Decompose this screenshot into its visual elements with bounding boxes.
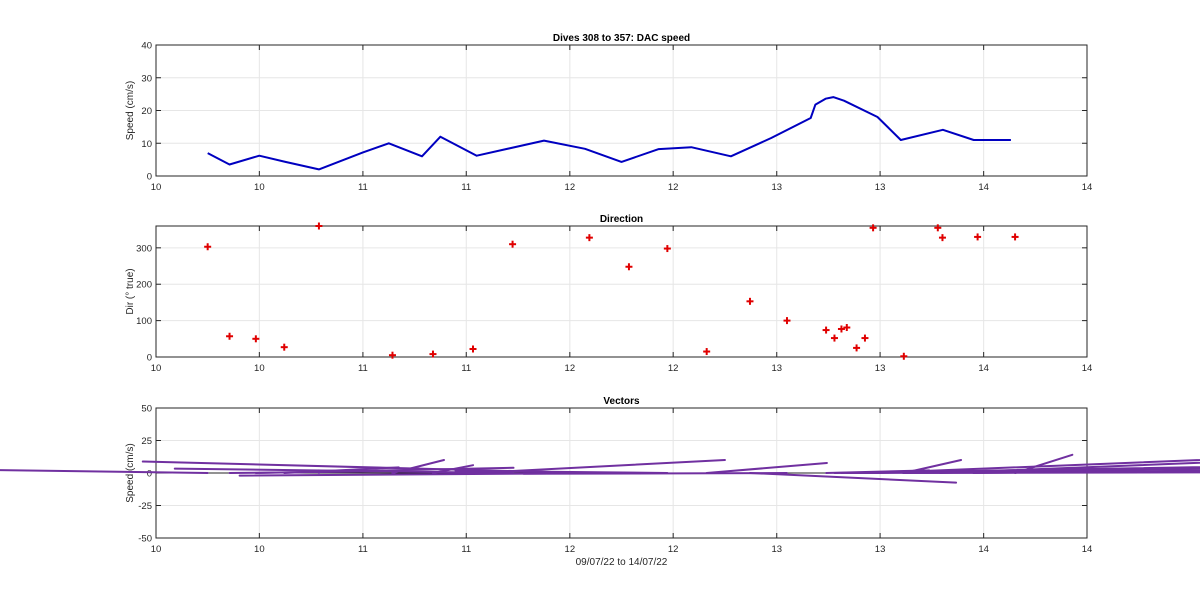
speed-xtick-label: 14 xyxy=(978,182,989,193)
direction-marker xyxy=(703,348,711,356)
direction-ylabel: Dir (° true) xyxy=(125,268,136,314)
vectors-xtick-label: 14 xyxy=(978,544,989,555)
vectors-vector-stick xyxy=(173,467,514,474)
vectors-vector-stick xyxy=(0,469,209,474)
vectors-vector-stick xyxy=(902,471,1200,474)
vectors-vector-stick xyxy=(748,472,958,484)
direction-xtick-label: 14 xyxy=(978,363,989,374)
direction-marker xyxy=(509,240,517,248)
vectors-xtick-label: 13 xyxy=(771,544,782,555)
direction-xtick-label: 12 xyxy=(668,363,679,374)
vectors-ytick-label: 25 xyxy=(141,436,152,447)
vectors-vector-stick xyxy=(522,472,788,475)
direction-marker xyxy=(1011,233,1019,241)
speed-ytick-label: 10 xyxy=(141,139,152,150)
speed-ytick-label: 0 xyxy=(147,172,152,183)
speed-xtick-label: 12 xyxy=(565,182,576,193)
vectors-ytick-label: 0 xyxy=(147,469,152,480)
direction-xtick-label: 10 xyxy=(151,363,162,374)
direction-title: Direction xyxy=(600,214,643,225)
vectors-vector-stick xyxy=(872,459,1200,474)
direction-marker xyxy=(746,297,754,305)
direction-marker xyxy=(843,324,851,332)
direction-marker xyxy=(830,334,838,342)
direction-ytick-label: 100 xyxy=(136,316,152,327)
direction-marker xyxy=(585,234,593,242)
vectors-ytick-label: -25 xyxy=(138,501,152,512)
direction-xtick-label: 13 xyxy=(771,363,782,374)
vectors-xlabel: 09/07/22 to 14/07/22 xyxy=(576,557,668,568)
speed-xtick-label: 11 xyxy=(358,182,368,193)
speed-xtick-label: 13 xyxy=(771,182,782,193)
vectors-xtick-label: 10 xyxy=(254,544,265,555)
direction-marker xyxy=(663,245,671,253)
direction-ytick-label: 0 xyxy=(147,353,152,364)
direction-ytick-label: 300 xyxy=(136,243,152,254)
vectors-xtick-label: 13 xyxy=(875,544,886,555)
direction-marker xyxy=(204,243,212,251)
vectors-vector-stick xyxy=(705,461,828,474)
speed-ytick-label: 20 xyxy=(141,106,152,117)
vectors-xtick-label: 11 xyxy=(358,544,368,555)
panel-vectors: 10 10 11 11 12 12 13 13 14 14 -50 -25 0 25 50 Vectors Sp… xyxy=(0,396,1200,568)
direction-xtick-label: 12 xyxy=(565,363,576,374)
speed-ytick-label: 40 xyxy=(141,41,152,52)
direction-marker xyxy=(974,233,982,241)
speed-ylabel: Speed (cm/s) xyxy=(125,81,136,140)
direction-marker xyxy=(429,350,437,358)
direction-marker xyxy=(252,335,260,343)
vectors-xtick-label: 10 xyxy=(151,544,162,555)
speed-series-line xyxy=(207,96,1011,171)
vectors-title: Vectors xyxy=(603,396,640,407)
direction-xtick-label: 10 xyxy=(254,363,265,374)
direction-ytick-label: 200 xyxy=(136,280,152,291)
vectors-xtick-label: 14 xyxy=(1082,544,1093,555)
vectors-ytick-label: 50 xyxy=(141,404,152,415)
direction-marker xyxy=(900,352,908,360)
direction-marker xyxy=(625,263,633,271)
vectors-xtick-label: 12 xyxy=(668,544,679,555)
vectors-vector-stick xyxy=(855,466,1200,474)
direction-xtick-label: 11 xyxy=(461,363,471,374)
vectors-ylabel: Speed (cm/s) xyxy=(125,443,136,502)
speed-title: Dives 308 to 357: DAC speed xyxy=(553,33,690,44)
speed-xtick-label: 13 xyxy=(875,182,886,193)
direction-axes-frame xyxy=(155,225,1088,358)
direction-marker xyxy=(938,234,946,242)
direction-xtick-label: 13 xyxy=(875,363,886,374)
speed-xtick-label: 10 xyxy=(151,182,162,193)
vectors-xtick-label: 11 xyxy=(461,544,471,555)
panel-direction: 10 10 11 11 12 12 13 13 14 14 0 100 200 300 Direction D… xyxy=(125,214,1092,374)
speed-xtick-label: 14 xyxy=(1082,182,1093,193)
speed-ytick-label: 30 xyxy=(141,73,152,84)
speed-xtick-label: 11 xyxy=(461,182,471,193)
direction-marker xyxy=(783,317,791,325)
direction-xtick-label: 14 xyxy=(1082,363,1093,374)
direction-marker xyxy=(315,222,323,230)
vectors-ytick-label: -50 xyxy=(138,534,152,545)
direction-marker xyxy=(469,345,477,353)
direction-xtick-label: 11 xyxy=(358,363,368,374)
direction-marker xyxy=(822,326,830,334)
direction-marker xyxy=(388,351,396,359)
direction-marker xyxy=(280,343,288,351)
speed-xtick-label: 12 xyxy=(668,182,679,193)
direction-marker xyxy=(861,334,869,342)
vectors-xtick-label: 12 xyxy=(565,544,576,555)
direction-marker xyxy=(934,224,942,232)
speed-xtick-label: 10 xyxy=(254,182,265,193)
direction-marker xyxy=(226,332,234,340)
direction-marker xyxy=(853,344,861,352)
direction-marker xyxy=(869,224,877,232)
direction-marker xyxy=(837,325,845,333)
